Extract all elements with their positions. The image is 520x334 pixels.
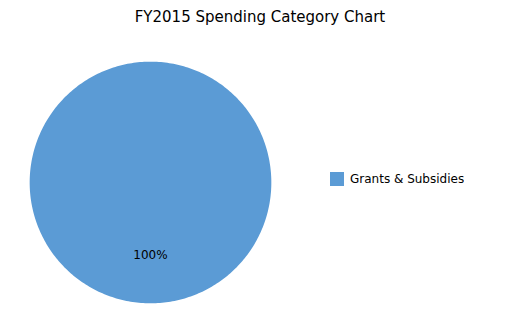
svg-text:100%: 100% — [133, 248, 167, 262]
html-text:Grants & Subsidies: Grants & Subsidies — [350, 171, 465, 186]
html-text:FY2015 Spending Category Chart: FY2015 Spending Category Chart — [134, 8, 386, 26]
